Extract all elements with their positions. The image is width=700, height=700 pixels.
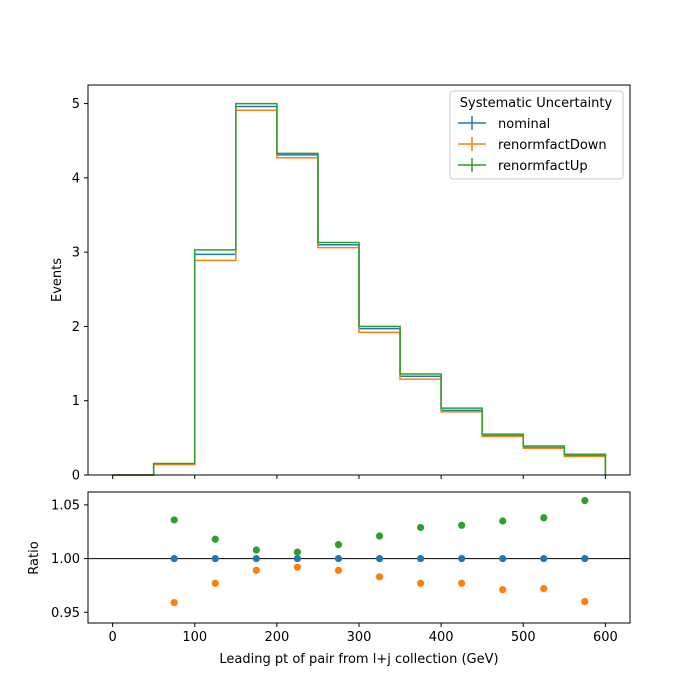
main-y-tick-label: 3 xyxy=(72,246,80,261)
histogram-renormfactup xyxy=(112,102,607,476)
ratio-point-renormfactdown xyxy=(334,566,343,574)
legend-label-renormfactup: renormfactUp xyxy=(498,159,588,174)
x-tick-label: 100 xyxy=(182,630,207,645)
ratio-point-nominal xyxy=(293,554,302,563)
ratio-x-ticks: 0 100 200 300 400 500 600 xyxy=(108,623,618,645)
ratio-point-renormfactdown xyxy=(252,566,260,574)
legend-box xyxy=(449,90,624,180)
ratio-point-renormfactup xyxy=(375,532,384,540)
ratio-point-nominal xyxy=(416,554,425,563)
main-y-tick-label: 1 xyxy=(72,394,80,409)
x-tick-label: 400 xyxy=(429,630,454,645)
ratio-point-nominal xyxy=(499,554,507,563)
main-x-ticks xyxy=(112,475,606,479)
legend-title: Systematic Uncertainty xyxy=(460,96,613,111)
ratio-point-renormfactup xyxy=(458,521,466,529)
main-y-tick-label: 4 xyxy=(72,171,80,186)
ratio-y-tick-label: 1.00 xyxy=(51,552,80,567)
legend: Systematic Uncertainty nominal renormfac… xyxy=(449,90,624,180)
ratio-point-nominal xyxy=(170,554,178,563)
ratio-axes-frame xyxy=(87,491,631,624)
ratio-point-nominal xyxy=(581,554,589,563)
legend-entry-renormfactup: renormfactUp xyxy=(458,158,588,174)
ratio-point-renormfactup xyxy=(170,516,178,524)
x-tick-label: 600 xyxy=(593,630,618,645)
ratio-point-renormfactup xyxy=(581,496,589,505)
main-panel: 0 1 2 3 4 5 Events Systematic Uncertainty nom… xyxy=(50,84,631,484)
x-axis-label: Leading pt of pair from l+j collection (… xyxy=(219,652,498,667)
ratio-point-nominal xyxy=(211,554,219,563)
ratio-point-renormfactdown xyxy=(458,579,466,587)
ratio-point-nominal xyxy=(252,554,260,563)
ratio-point-renormfactup xyxy=(499,517,507,525)
ratio-y-tick-label: 0.95 xyxy=(51,606,80,621)
ratio-points-area xyxy=(88,496,630,607)
ratio-point-renormfactup xyxy=(293,548,302,556)
legend-entry-renormfactdown: renormfactDown xyxy=(458,137,607,153)
legend-label-renormfactdown: renormfactDown xyxy=(498,138,607,153)
x-tick-label: 200 xyxy=(264,630,289,645)
ratio-y-tick-label: 1.05 xyxy=(51,498,80,513)
main-histogram-area xyxy=(112,102,607,476)
ratio-y-ticks: 0.95 1.00 1.05 xyxy=(51,498,88,621)
ratio-point-renormfactup xyxy=(540,514,548,522)
ratio-point-nominal xyxy=(458,554,466,563)
ratio-point-nominal xyxy=(375,554,384,563)
x-tick-label: 500 xyxy=(511,630,536,645)
x-tick-label: 0 xyxy=(108,630,116,645)
ratio-point-nominal xyxy=(540,554,548,563)
ratio-y-axis-label: Ratio xyxy=(27,541,42,574)
ratio-point-renormfactup xyxy=(416,523,425,532)
ratio-point-renormfactdown xyxy=(540,585,548,593)
x-tick-label: 300 xyxy=(347,630,372,645)
ratio-point-renormfactdown xyxy=(375,573,384,581)
legend-entry-nominal: nominal xyxy=(458,116,550,132)
main-y-axis-label: Events xyxy=(50,258,65,302)
main-y-tick-label: 0 xyxy=(72,469,80,484)
ratio-point-renormfactdown xyxy=(581,597,589,606)
ratio-panel: 0 100 200 300 400 500 600 0.95 1.00 1.05 Ratio L… xyxy=(27,491,631,667)
ratio-point-renormfactdown xyxy=(293,563,302,571)
ratio-point-renormfactup xyxy=(211,535,219,543)
ratio-point-renormfactup xyxy=(334,541,343,549)
ratio-point-renormfactdown xyxy=(170,598,178,607)
legend-label-nominal: nominal xyxy=(498,117,550,132)
ratio-point-renormfactdown xyxy=(416,579,425,587)
ratio-point-renormfactup xyxy=(252,546,260,554)
ratio-point-renormfactdown xyxy=(211,579,219,587)
main-y-tick-label: 5 xyxy=(72,97,80,112)
ratio-point-renormfactdown xyxy=(499,586,507,594)
main-y-tick-label: 2 xyxy=(72,320,80,335)
ratio-point-nominal xyxy=(334,554,343,563)
main-y-ticks: 0 1 2 3 4 5 xyxy=(72,97,88,484)
